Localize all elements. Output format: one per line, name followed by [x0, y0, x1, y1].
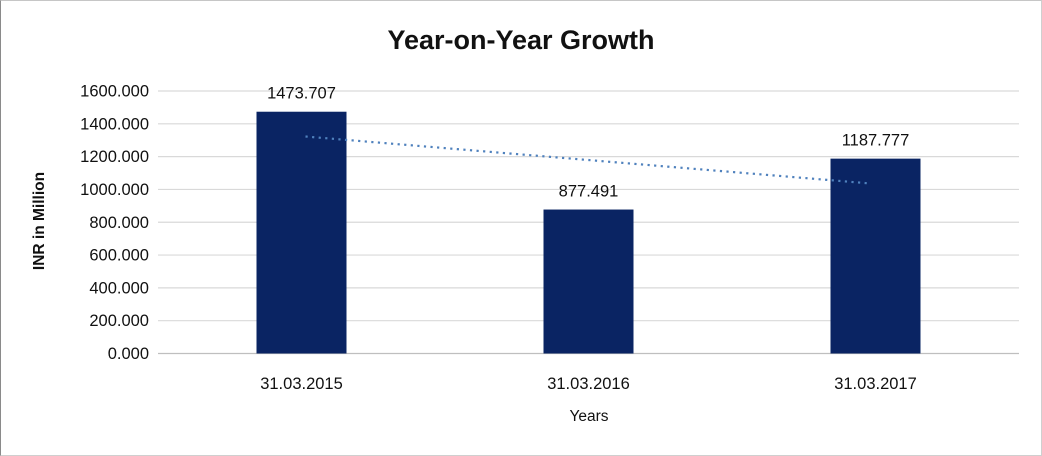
bar	[543, 209, 634, 354]
x-tick-label: 31.03.2016	[547, 375, 630, 393]
y-tick-label: 0.000	[108, 345, 149, 363]
bar-data-label: 1473.707	[267, 85, 336, 103]
y-tick-label: 1400.000	[80, 115, 149, 133]
bar-data-label: 877.491	[559, 183, 619, 201]
y-tick-label: 600.000	[89, 247, 149, 265]
y-tick-label: 200.000	[89, 312, 149, 330]
y-tick-label: 800.000	[89, 214, 149, 232]
bar	[830, 158, 921, 354]
x-axis-title: Years	[569, 408, 609, 425]
y-tick-label: 1600.000	[80, 83, 149, 101]
bar	[256, 111, 347, 354]
x-tick-label: 31.03.2017	[834, 375, 917, 393]
chart-title: Year-on-Year Growth	[387, 25, 655, 55]
y-tick-label: 400.000	[89, 279, 149, 297]
y-tick-label: 1000.000	[80, 181, 149, 199]
y-tick-label: 1200.000	[80, 148, 149, 166]
trendline	[305, 135, 870, 185]
bar-data-label: 1187.777	[842, 132, 910, 150]
x-tick-label: 31.03.2015	[260, 375, 343, 393]
